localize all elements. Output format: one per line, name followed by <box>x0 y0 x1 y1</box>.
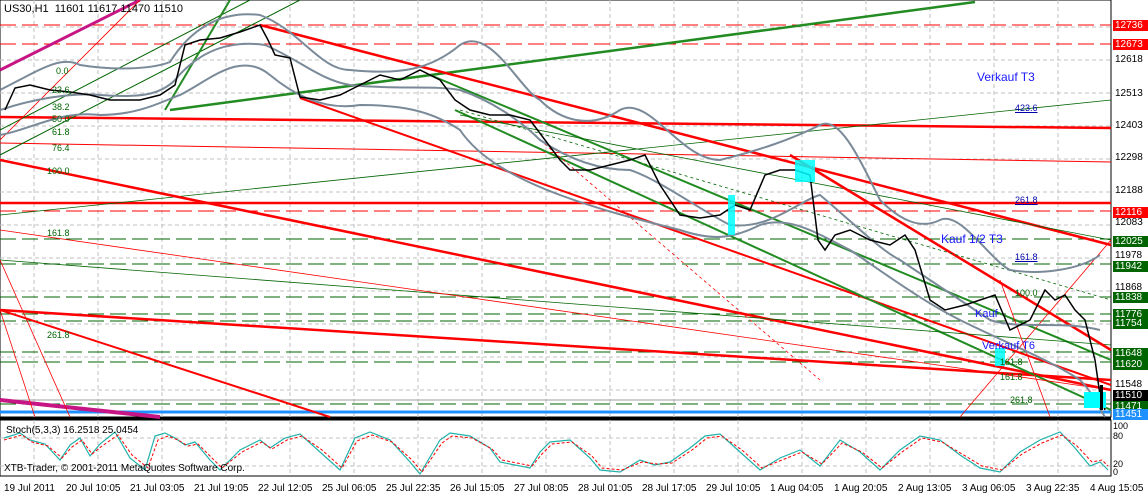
time-label: 21 Jul 03:05 <box>130 483 185 494</box>
time-label: 2 Aug 13:05 <box>898 483 952 494</box>
price-label: 12736 <box>1113 20 1148 31</box>
time-label: 22 Jul 12:05 <box>258 483 313 494</box>
time-label: 20 Jul 10:05 <box>66 483 121 494</box>
fib-161-right-label: 161.8 <box>1015 252 1038 262</box>
left-fib-61: 61.8 <box>52 127 70 137</box>
fib-100-right-label: 100.0 <box>1015 288 1038 298</box>
cluster-fib-label-b: 161.8 <box>1000 372 1023 382</box>
price-label: 11648 <box>1113 348 1148 359</box>
cluster-fib-label-a: 161.8 <box>1000 357 1023 367</box>
left-fib-38: 38.2 <box>52 102 70 112</box>
bollinger-bands[interactable] <box>0 13 1106 418</box>
indicator-level-100: 100 <box>1113 421 1129 431</box>
fib-423-label: 423.6 <box>1015 103 1038 113</box>
time-label: 1 Aug 20:05 <box>834 483 888 494</box>
left-fib-76: 76.4 <box>52 143 70 153</box>
price-label: 12188 <box>1115 185 1143 196</box>
left-fib-50: 50.0 <box>52 114 70 124</box>
fib-261-bottom-label: 261.8 <box>1010 395 1033 405</box>
indicator-level-80: 80 <box>1113 431 1124 441</box>
stochastic-lines[interactable] <box>3 431 1109 476</box>
left-fib-0: 0.0 <box>56 66 69 76</box>
left-fib-100: 100.0 <box>47 166 70 176</box>
verkauf-t3-label: Verkauf T3 <box>977 70 1035 84</box>
time-label: 25 Jul 06:05 <box>322 483 377 494</box>
horizontal-grid <box>0 26 1111 467</box>
price-label: 11838 <box>1113 292 1148 303</box>
price-label: 12513 <box>1115 88 1143 99</box>
price-label: 12116 <box>1113 207 1148 218</box>
cluster-verkauf-label: Verkauf T6 <box>982 340 1035 352</box>
time-label: 19 Jul 2011 <box>4 483 55 494</box>
time-label: 1 Aug 04:05 <box>770 483 824 494</box>
copyright-text: XTB-Trader, © 2001-2011 MetaQuotes Softw… <box>4 463 245 474</box>
price-label: 12403 <box>1115 120 1143 131</box>
price-label: 11868 <box>1115 282 1143 293</box>
price-label: 11548 <box>1115 379 1143 390</box>
left-fib-23: 23.6 <box>52 85 70 95</box>
price-label: 12618 <box>1115 54 1143 65</box>
price-label: 11978 <box>1115 250 1143 261</box>
chart-header: US30,H1 11601 11617 11470 11510 <box>4 3 184 15</box>
current-price-label: 11510 <box>1113 390 1148 401</box>
cluster-kauf-label: Kauf <box>975 308 998 320</box>
left-fib-261: 261.8 <box>47 330 70 340</box>
price-label: 12083 <box>1115 217 1143 228</box>
time-label: 28 Jul 01:05 <box>578 483 633 494</box>
time-label: 29 Jul 10:05 <box>706 483 761 494</box>
time-label: 28 Jul 17:05 <box>642 483 697 494</box>
time-label: 3 Aug 06:05 <box>962 483 1016 494</box>
time-label: 21 Jul 19:05 <box>194 483 249 494</box>
price-label: 12298 <box>1115 152 1143 163</box>
candles[interactable] <box>4 24 1106 411</box>
price-label: 11471 <box>1113 401 1148 412</box>
price-label: 11754 <box>1113 318 1148 329</box>
time-label: 25 Jul 22:35 <box>386 483 441 494</box>
time-label: 26 Jul 15:05 <box>450 483 505 494</box>
price-label: 12673 <box>1113 39 1148 50</box>
price-label: 12025 <box>1113 236 1148 247</box>
kauf-half-t3-label: Kauf 1/2 T3 <box>941 232 1003 246</box>
time-label: 4 Aug 15:05 <box>1090 483 1144 494</box>
indicator-title: Stoch(5,3,3) 16.2518 25.0454 <box>6 425 139 436</box>
trend-lines[interactable] <box>0 0 1112 419</box>
time-label: 27 Jul 08:05 <box>514 483 569 494</box>
price-label: 11776 <box>1113 309 1148 320</box>
price-label: 11620 <box>1113 359 1148 370</box>
price-label: 11451 <box>1113 409 1148 420</box>
fib-261-right-label: 261.8 <box>1015 195 1038 205</box>
vertical-grid <box>33 0 1059 476</box>
time-label: 3 Aug 22:35 <box>1026 483 1080 494</box>
left-fib-161: 161.8 <box>47 228 70 238</box>
indicator-area[interactable] <box>0 419 1112 477</box>
indicator-level-20: 20 <box>1113 459 1124 469</box>
indicator-level-0: 0 <box>1113 467 1119 477</box>
price-label: 11942 <box>1113 261 1148 272</box>
